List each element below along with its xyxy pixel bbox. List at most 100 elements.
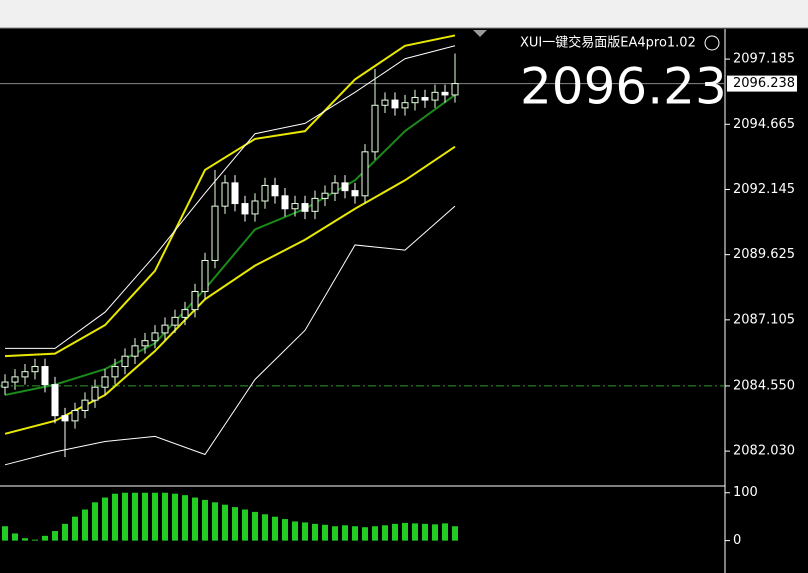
candle-body [341, 182, 349, 192]
histogram-bar [402, 522, 408, 541]
histogram-bar [432, 524, 438, 541]
histogram-bar [242, 509, 248, 541]
y-tick-label: 2082.030 [733, 444, 795, 459]
y-tick-label: 2097.185 [733, 52, 795, 67]
candle-body [291, 203, 299, 210]
histogram-bar [42, 535, 48, 541]
histogram-bar [312, 523, 318, 541]
histogram-bar [282, 519, 288, 541]
histogram-bar [122, 492, 128, 541]
candle-body [61, 415, 69, 422]
y-tick-label: 2087.105 [733, 312, 795, 327]
histogram-bar [52, 531, 58, 541]
histogram-bar [352, 526, 358, 541]
candle-body [31, 366, 39, 373]
y-tick-label: 2084.550 [733, 378, 795, 393]
histogram-bar [152, 492, 158, 541]
histogram-bar [72, 516, 78, 541]
histogram-bar [372, 526, 378, 541]
y-tick-label: 2089.625 [733, 247, 795, 262]
histogram-bar [192, 497, 198, 541]
candle-body [121, 355, 129, 368]
indicator-line [4, 145, 456, 435]
candle-body [221, 182, 229, 207]
candle-body [11, 376, 19, 383]
candle-body [411, 97, 419, 104]
histogram-bar [22, 538, 28, 541]
histogram-bar [62, 523, 68, 541]
histogram-bar [442, 523, 448, 541]
histogram-bar [132, 492, 138, 541]
candle-body [191, 291, 199, 311]
candle-body [331, 182, 339, 194]
y-tick-label: 0 [733, 533, 741, 548]
candle-body [131, 345, 139, 357]
histogram-bar [182, 495, 188, 541]
candle-body [261, 184, 269, 202]
last-price-box [727, 75, 797, 92]
y-tick-label: 2092.145 [733, 182, 795, 197]
candle-body [161, 324, 169, 334]
y-tick-label: 2094.665 [733, 117, 795, 132]
histogram-bar [82, 509, 88, 541]
candle-body [401, 102, 409, 109]
histogram-bar [302, 522, 308, 541]
histogram-bar [322, 524, 328, 541]
price-display: 2096.238 [520, 58, 759, 116]
candle-body [321, 192, 329, 199]
shift-marker [473, 30, 487, 37]
toolbar-strip [0, 0, 808, 28]
candle-body [241, 203, 249, 215]
indicator-line [4, 34, 456, 358]
histogram-bar [172, 493, 178, 541]
indicator-line [4, 94, 456, 396]
histogram-bar [102, 497, 108, 541]
candle-body [171, 316, 179, 326]
candle-body [301, 203, 309, 212]
candle-body [391, 99, 399, 109]
candle-body [111, 366, 119, 378]
histogram-bar [2, 526, 8, 541]
histogram-bar [362, 527, 368, 541]
histogram-bar [292, 521, 298, 541]
candle-body [381, 99, 389, 106]
candle-body [421, 97, 429, 101]
candle-body [201, 259, 209, 293]
candle-body [81, 399, 89, 412]
candle-body [141, 340, 149, 347]
candle-body [281, 195, 289, 210]
last-price-label: 2096.238 [733, 76, 795, 91]
histogram-bar [392, 523, 398, 541]
histogram-bar [262, 514, 268, 541]
candle-body [251, 200, 259, 215]
plot-area [0, 34, 725, 541]
histogram-bar [222, 504, 228, 541]
histogram-bar [92, 502, 98, 541]
histogram-bar [342, 525, 348, 541]
y-tick-label: 100 [733, 485, 758, 500]
histogram-bar [412, 523, 418, 541]
histogram-bar [142, 492, 148, 541]
histogram-bar [382, 525, 388, 541]
candle-body [351, 190, 359, 197]
indicator-line [4, 205, 456, 466]
histogram-bar [452, 526, 458, 541]
candle-body [21, 371, 29, 378]
candle-body [181, 309, 189, 318]
candle-body [101, 376, 109, 388]
candle-body [211, 205, 219, 261]
histogram-bar [32, 539, 38, 541]
candle-body [91, 386, 99, 401]
chart-title: XUI一键交易面版EA4pro1.02 [520, 35, 696, 51]
candle-body [311, 197, 319, 212]
candle-body [41, 366, 49, 386]
candle-body [231, 182, 239, 205]
candle-body [451, 83, 459, 96]
candle-body [371, 104, 379, 153]
histogram-bar [212, 502, 218, 541]
candle-body [151, 332, 159, 342]
histogram-bar [332, 526, 338, 541]
histogram-bar [202, 499, 208, 541]
